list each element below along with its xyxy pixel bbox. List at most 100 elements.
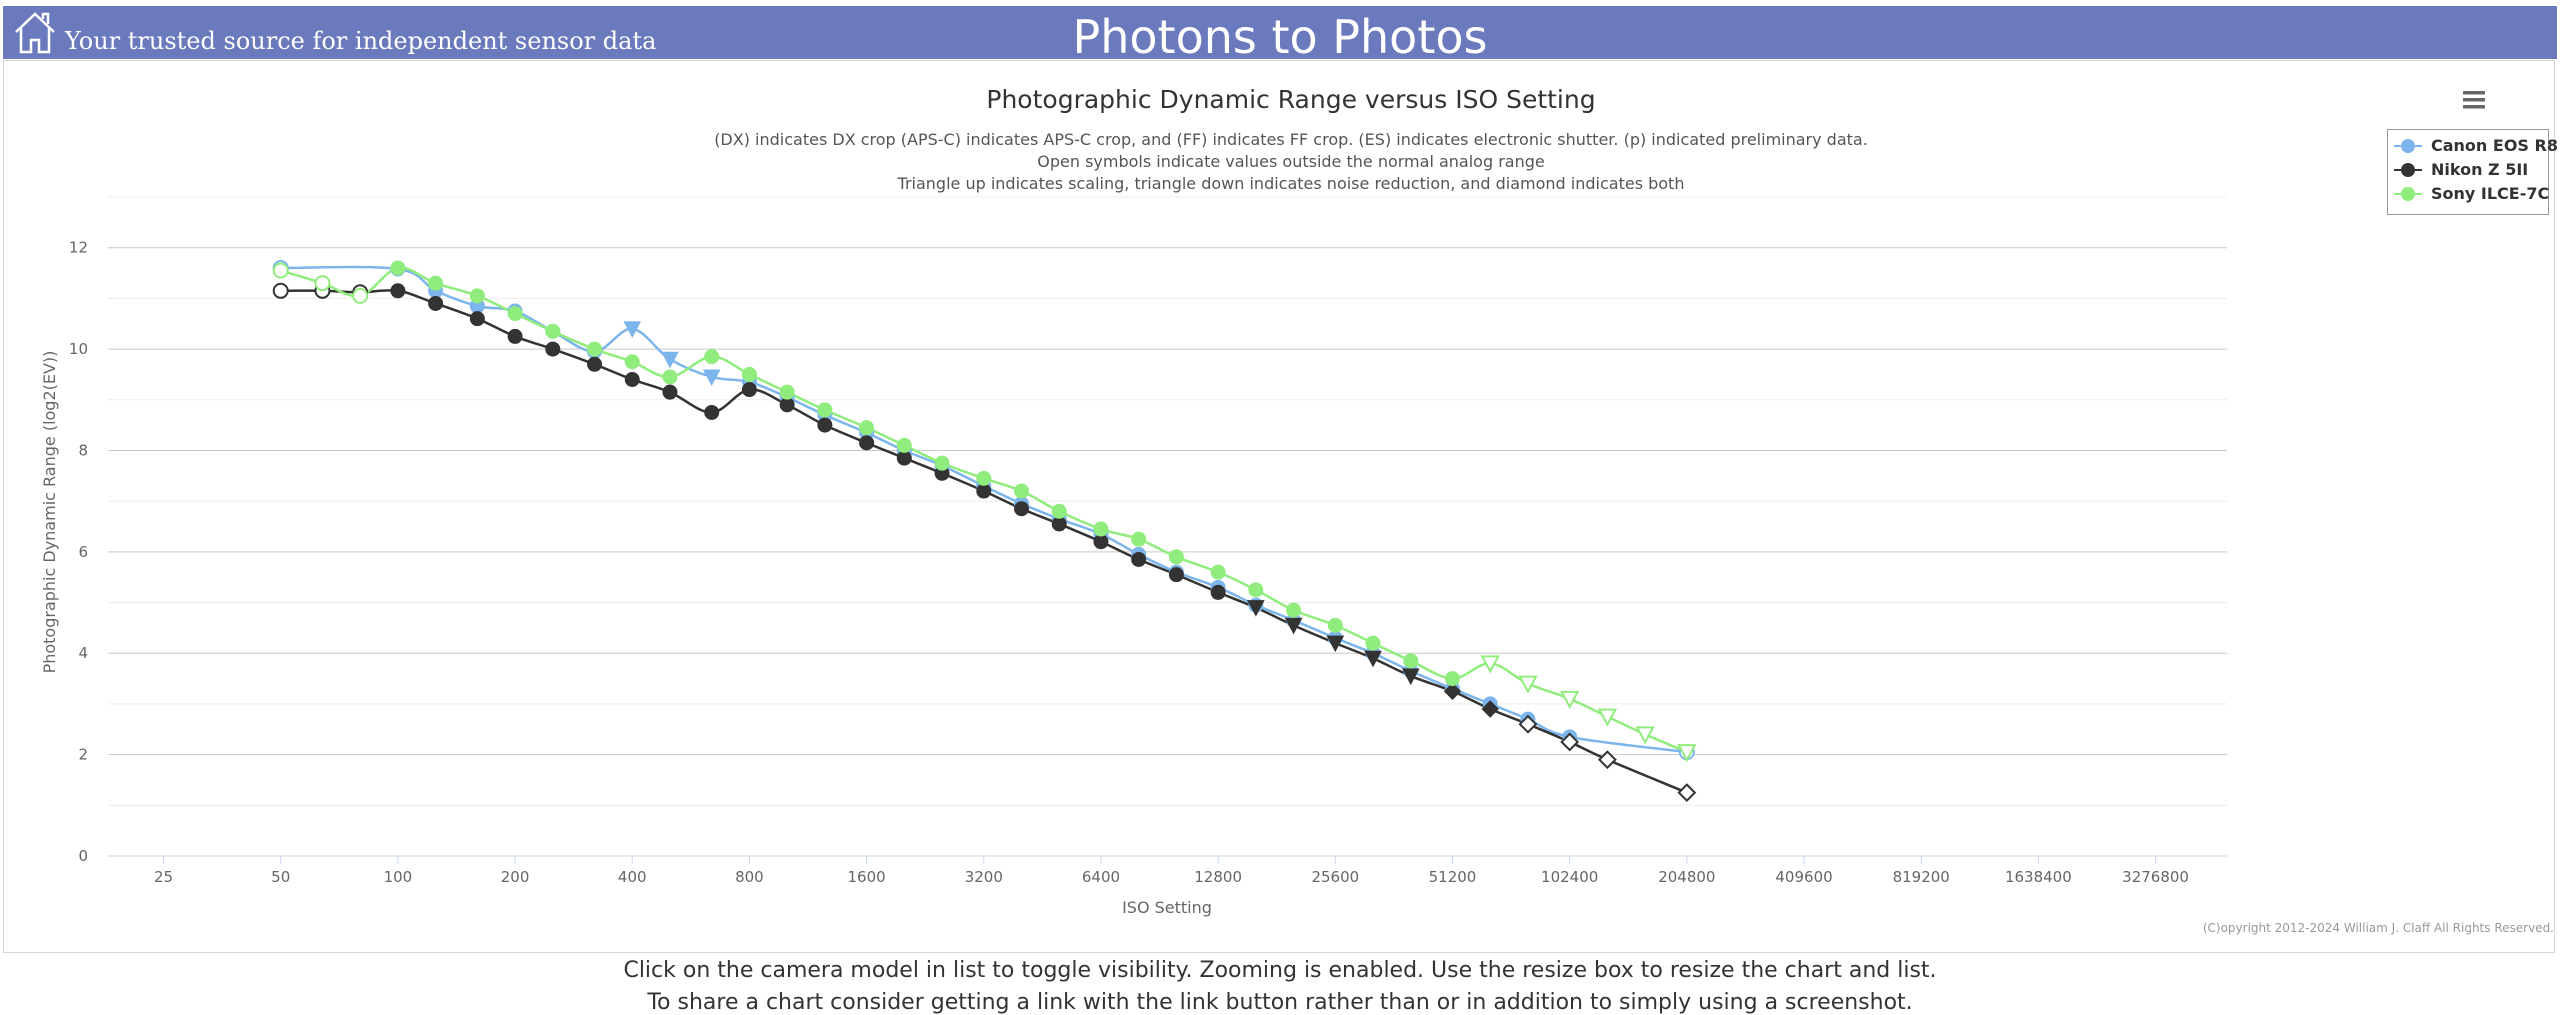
dynamic-range-chart[interactable]: Photographic Dynamic Range versus ISO Se… [0,0,2560,960]
x-tick-label: 204800 [1658,868,1715,886]
data-point-sony-ilce-7c[interactable] [1365,635,1381,651]
series-lines [280,265,1688,794]
x-tick-label: 400 [618,868,647,886]
data-point-nikon-z-5ii[interactable] [587,356,603,372]
data-point-sony-ilce-7c[interactable] [1444,671,1460,687]
legend-marker-nikon [2394,163,2422,177]
legend-marker-canon [2394,139,2422,153]
data-point-nikon-z-5ii[interactable] [1210,584,1226,600]
chart-legend: Canon EOS R8 Nikon Z 5II Sony ILCE-7C [2387,129,2558,215]
data-point-nikon-z-5ii[interactable] [704,404,720,420]
hamburger-menu-icon[interactable] [2462,88,2486,112]
data-point-nikon-z-5ii[interactable] [1014,501,1030,517]
data-point-nikon-z-5ii[interactable] [1443,682,1462,700]
data-point-nikon-z-5ii[interactable] [469,311,485,327]
data-point-sony-ilce-7c[interactable] [896,437,912,453]
data-point-sony-ilce-7c[interactable] [1014,483,1030,499]
data-point-nikon-z-5ii[interactable] [896,450,912,466]
data-point-nikon-z-5ii[interactable] [507,328,523,344]
series-line-sony-ilce-7c[interactable] [280,266,1688,754]
data-point-sony-ilce-7c[interactable] [469,288,485,304]
data-point-nikon-z-5ii[interactable] [1518,714,1538,734]
data-point-sony-ilce-7c[interactable] [1403,653,1419,669]
home-icon[interactable] [12,10,58,56]
data-point-sony-ilce-7c[interactable] [428,275,444,291]
data-point-nikon-z-5ii[interactable] [741,382,757,398]
y-tick-label: 12 [69,239,88,257]
series-line-canon-eos-r8[interactable] [280,265,1688,754]
data-point-sony-ilce-7c[interactable] [662,369,678,385]
x-tick-label: 200 [501,868,530,886]
data-point-sony-ilce-7c[interactable] [976,470,992,486]
data-point-sony-ilce-7c[interactable] [1560,690,1580,709]
data-point-nikon-z-5ii[interactable] [817,417,833,433]
data-point-sony-ilce-7c[interactable] [1286,602,1302,618]
data-point-nikon-z-5ii[interactable] [1677,783,1697,803]
legend-item-sony[interactable]: Sony ILCE-7C [2394,183,2549,205]
data-point-nikon-z-5ii[interactable] [1247,600,1265,617]
data-point-nikon-z-5ii[interactable] [1051,516,1067,532]
data-point-sony-ilce-7c[interactable] [314,275,331,292]
data-point-sony-ilce-7c[interactable] [1210,564,1226,580]
data-point-sony-ilce-7c[interactable] [272,262,289,279]
data-point-sony-ilce-7c[interactable] [1168,549,1184,565]
data-point-sony-ilce-7c[interactable] [1597,708,1618,727]
data-point-canon-eos-r8[interactable] [623,321,642,338]
data-point-sony-ilce-7c[interactable] [817,402,833,418]
data-point-sony-ilce-7c[interactable] [859,420,875,436]
data-point-nikon-z-5ii[interactable] [1401,668,1420,686]
data-point-nikon-z-5ii[interactable] [1364,650,1382,668]
legend-item-canon[interactable]: Canon EOS R8 [2394,135,2558,157]
data-point-nikon-z-5ii[interactable] [1560,732,1580,752]
data-point-sony-ilce-7c[interactable] [1051,503,1067,519]
data-point-sony-ilce-7c[interactable] [390,260,406,276]
data-point-sony-ilce-7c[interactable] [704,349,720,365]
data-point-nikon-z-5ii[interactable] [1481,700,1499,718]
data-point-nikon-z-5ii[interactable] [859,435,875,451]
data-point-sony-ilce-7c[interactable] [1518,675,1538,694]
data-point-nikon-z-5ii[interactable] [624,371,640,387]
data-point-sony-ilce-7c[interactable] [1480,655,1500,674]
grid-lines [108,196,2227,806]
data-point-sony-ilce-7c[interactable] [1635,726,1655,745]
data-point-sony-ilce-7c[interactable] [1677,744,1697,763]
data-point-nikon-z-5ii[interactable] [1093,534,1109,550]
y-axis-label: Photographic Dynamic Range (log2(EV)) [40,351,59,674]
data-point-sony-ilce-7c[interactable] [587,341,603,357]
data-point-sony-ilce-7c[interactable] [545,323,561,339]
data-point-sony-ilce-7c[interactable] [934,455,950,471]
x-tick-label: 819200 [1893,868,1950,886]
data-point-sony-ilce-7c[interactable] [507,306,523,322]
data-point-nikon-z-5ii[interactable] [779,397,795,413]
data-point-sony-ilce-7c[interactable] [1248,582,1264,598]
data-point-nikon-z-5ii[interactable] [428,295,444,311]
y-tick-label: 10 [69,340,88,358]
data-point-sony-ilce-7c[interactable] [1327,617,1343,633]
data-point-nikon-z-5ii[interactable] [545,341,561,357]
data-point-sony-ilce-7c[interactable] [741,366,757,382]
data-point-nikon-z-5ii[interactable] [1168,567,1184,583]
data-point-nikon-z-5ii[interactable] [272,282,289,299]
x-tick-label: 3200 [965,868,1003,886]
data-point-sony-ilce-7c[interactable] [352,287,369,304]
data-point-nikon-z-5ii[interactable] [1284,617,1303,635]
data-point-sony-ilce-7c[interactable] [1131,531,1147,547]
data-point-canon-eos-r8[interactable] [661,351,679,369]
data-point-nikon-z-5ii[interactable] [1597,750,1617,770]
data-point-nikon-z-5ii[interactable] [1326,635,1345,653]
x-tick-label: 25 [154,868,173,886]
data-point-sony-ilce-7c[interactable] [1093,521,1109,537]
data-point-canon-eos-r8[interactable] [702,369,721,387]
data-point-sony-ilce-7c[interactable] [779,384,795,400]
chart-title: Photographic Dynamic Range versus ISO Se… [986,85,1595,114]
data-point-nikon-z-5ii[interactable] [390,283,406,299]
data-point-nikon-z-5ii[interactable] [1131,551,1147,567]
data-point-nikon-z-5ii[interactable] [976,483,992,499]
data-point-sony-ilce-7c[interactable] [624,354,640,370]
legend-item-nikon[interactable]: Nikon Z 5II [2394,159,2544,181]
series-line-nikon-z-5ii[interactable] [280,288,1688,794]
data-point-nikon-z-5ii[interactable] [662,384,678,400]
footer-share-note: To share a chart consider getting a link… [647,990,1913,1015]
chart-subtitle-line-1: (DX) indicates DX crop (APS-C) indicates… [714,130,1868,149]
chart-subtitle-line-3: Triangle up indicates scaling, triangle … [897,174,1685,193]
